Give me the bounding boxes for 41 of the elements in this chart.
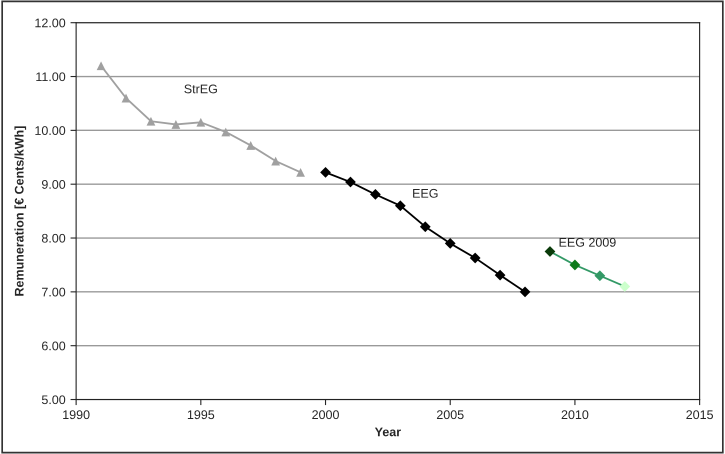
y-tick-label: 6.00 bbox=[42, 341, 66, 350]
point bbox=[221, 128, 230, 136]
point bbox=[470, 252, 481, 264]
series-label: EEG 2009 bbox=[560, 238, 616, 247]
y-tick-label: 7.00 bbox=[42, 288, 66, 297]
point bbox=[320, 166, 331, 178]
x-tick-label: 2015 bbox=[686, 410, 714, 420]
point bbox=[570, 260, 580, 270]
x-tick-label: 2005 bbox=[436, 410, 464, 420]
point bbox=[370, 189, 381, 200]
point bbox=[96, 61, 106, 70]
y-tick-label: 12.00 bbox=[35, 18, 66, 28]
y-axis-title: Remuneration [€ Cents/kWh] bbox=[14, 126, 26, 296]
point bbox=[619, 281, 630, 292]
point bbox=[594, 270, 606, 282]
point bbox=[544, 246, 556, 257]
point bbox=[122, 94, 130, 102]
point bbox=[345, 176, 356, 188]
y-tick-label: 8.00 bbox=[42, 234, 66, 243]
point bbox=[246, 141, 256, 150]
point bbox=[146, 116, 156, 126]
y-tick-label: 11.00 bbox=[36, 72, 66, 82]
text: StrEG bbox=[184, 84, 217, 94]
point bbox=[271, 156, 280, 166]
series-label: EEG bbox=[413, 188, 438, 198]
point bbox=[444, 238, 456, 249]
x-tick-label: 2010 bbox=[562, 410, 588, 420]
y-tick-label: 5.00 bbox=[42, 395, 66, 404]
y-tick-label: 10.00 bbox=[35, 126, 66, 136]
y-tick-label: 9.00 bbox=[42, 180, 66, 189]
x-tick-label: 1990 bbox=[63, 410, 90, 420]
point bbox=[394, 200, 406, 212]
x-axis-title: Year bbox=[374, 428, 401, 436]
point bbox=[494, 270, 506, 281]
point bbox=[171, 120, 180, 129]
x-tick-label: 2000 bbox=[312, 410, 339, 420]
x-tick-label: 1995 bbox=[188, 410, 214, 420]
point bbox=[296, 168, 305, 177]
point bbox=[420, 221, 431, 232]
point bbox=[520, 286, 530, 298]
point bbox=[196, 118, 206, 127]
